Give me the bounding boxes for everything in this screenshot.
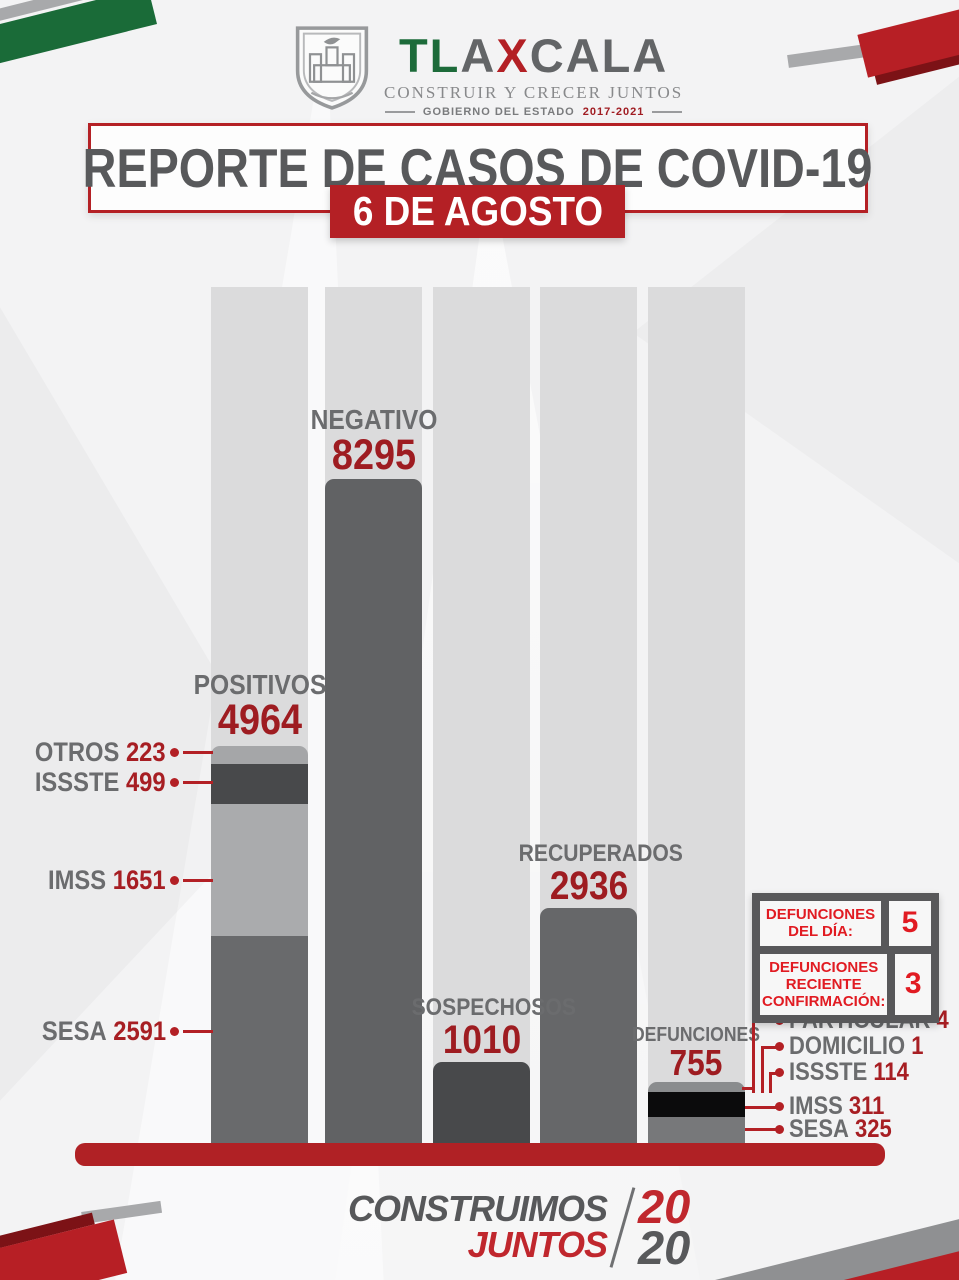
deaths-recent-value: 3 (895, 953, 931, 1016)
positivos-label-sesa: SESA 2591 (25, 1015, 213, 1046)
defunciones-label-domicilio: DOMICILIO 1 (775, 1031, 942, 1060)
deaths-recent-row: DEFUNCIONES RECIENTE CONFIRMACIÓN: 3 (760, 953, 931, 1016)
brand-tagline: CONSTRUIR Y CRECER JUNTOS (384, 83, 684, 102)
tlaxcala-shield-icon (295, 26, 369, 110)
report-date: 6 DE AGOSTO (352, 188, 603, 234)
chart-baseline (75, 1143, 885, 1166)
breakdown-value: 1651 (113, 864, 166, 895)
slogan-word-juntos: JUNTOS (467, 1224, 608, 1266)
brand-tl: TL (398, 29, 461, 82)
connector-dot (170, 875, 179, 885)
brand-wordmark: TLAXCALA (399, 32, 668, 79)
breakdown-name: SESA (789, 1114, 849, 1143)
segment-issste (211, 764, 308, 804)
connector-dot (775, 1101, 784, 1111)
brand-x: X (496, 29, 530, 82)
label-negativo: NEGATIVO 8295 (310, 404, 438, 479)
report-date-box: 6 DE AGOSTO (330, 185, 625, 238)
breakdown-value: 223 (126, 736, 166, 767)
connector-line-imss (745, 1106, 776, 1109)
segment-sesa (648, 1117, 745, 1143)
connector-dot (170, 1026, 179, 1036)
connector-dot (170, 777, 179, 787)
breakdown-name: IMSS (48, 864, 107, 895)
breakdown-name: DOMICILIO (789, 1031, 906, 1060)
deaths-today-row: DEFUNCIONES DEL DÍA: 5 (760, 901, 931, 946)
deaths-recent-label: DEFUNCIONES RECIENTE CONFIRMACIÓN: (760, 953, 888, 1016)
brand-cala: CALA (529, 29, 669, 82)
connector-line (183, 780, 213, 784)
connector-dot (775, 1067, 784, 1077)
slogan-year-bottom: 20 (638, 1221, 691, 1275)
government-line: GOBIERNO DEL ESTADO 2017-2021 (384, 106, 683, 118)
defunciones-label-sesa: SESA 325 (775, 1114, 906, 1143)
breakdown-value: 1 (911, 1031, 924, 1060)
connector-line (183, 1029, 213, 1033)
chart-column-track (648, 287, 745, 1143)
connector-dot (775, 1041, 784, 1051)
defunciones-label-imss: IMSS 311 (775, 1091, 897, 1120)
connector-dot (775, 1124, 784, 1134)
connector-elbow-domicilio (761, 1046, 779, 1093)
positivos-label-imss: IMSS 1651 (32, 864, 213, 895)
breakdown-value: 499 (126, 766, 166, 797)
government-years: 2017-2021 (582, 106, 645, 118)
rule-right (652, 111, 683, 113)
slash-divider (609, 1187, 636, 1268)
bar-defunciones (648, 1082, 745, 1143)
positivos-label-otros: OTROS 223 (17, 736, 213, 767)
connector-dot (170, 747, 179, 757)
connector-line-sesa (745, 1128, 776, 1131)
government-label: GOBIERNO DEL ESTADO (422, 106, 575, 118)
deaths-today-value: 5 (889, 901, 931, 946)
connector-stub (742, 1087, 755, 1090)
connector-elbow-issste (769, 1072, 779, 1093)
breakdown-name: ISSSTE (35, 766, 120, 797)
bar-sospechosos (433, 1062, 530, 1143)
label-positivos: POSITIVOS 4964 (193, 669, 327, 744)
rule-left (384, 111, 415, 113)
footer-slogan: CONSTRUIMOS JUNTOS 20 20 (348, 1183, 691, 1275)
brand-a: A (460, 29, 497, 82)
breakdown-name: SESA (41, 1015, 107, 1046)
deaths-summary-box: DEFUNCIONES DEL DÍA: 5 DEFUNCIONES RECIE… (752, 893, 939, 1024)
positivos-label-issste: ISSSTE 499 (17, 766, 213, 797)
segment-imss (648, 1092, 745, 1117)
breakdown-name: ISSSTE (789, 1057, 868, 1086)
segment-otros (211, 746, 308, 764)
breakdown-value: 325 (855, 1114, 892, 1143)
defunciones-label-issste: ISSSTE 114 (775, 1057, 925, 1086)
breakdown-name: IMSS (789, 1091, 843, 1120)
label-recuperados: RECUPERADOS 2936 (518, 840, 683, 908)
segment-imss (211, 804, 308, 936)
state-logo: TLAXCALA CONSTRUIR Y CRECER JUNTOS GOBIE… (290, 24, 683, 118)
breakdown-value: 4 (936, 1005, 949, 1034)
breakdown-value: 114 (873, 1057, 909, 1086)
deaths-today-label: DEFUNCIONES DEL DÍA: (760, 901, 881, 946)
segment-sesa (211, 936, 308, 1143)
slogan-word-construimos: CONSTRUIMOS (348, 1188, 608, 1230)
connector-line (183, 878, 213, 882)
label-sospechosos: SOSPECHOSOS 1010 (411, 994, 576, 1062)
segment-particular-domicilio-issste (648, 1082, 745, 1092)
breakdown-name: OTROS (35, 736, 120, 767)
breakdown-value: 311 (848, 1091, 885, 1120)
bar-positivos (211, 746, 308, 1143)
connector-line (183, 750, 213, 754)
breakdown-value: 2591 (113, 1015, 166, 1046)
